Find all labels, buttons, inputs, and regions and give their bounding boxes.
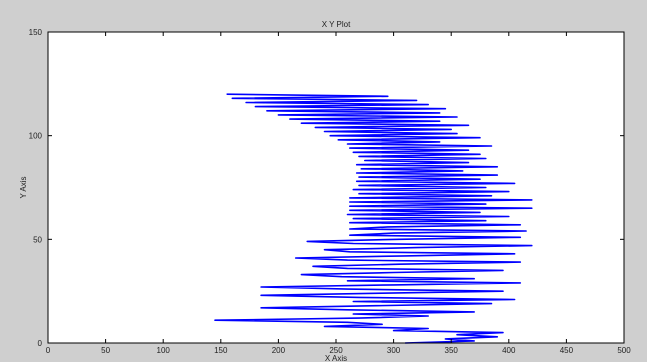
data-layer [214,93,533,344]
y-tick-label: 0 [38,339,43,348]
y-axis-label: Y Axis [19,176,28,198]
y-tick-label: 50 [33,235,42,244]
x-tick-label: 350 [445,346,459,355]
series-line-0 [214,93,533,344]
x-tick-label: 300 [387,346,401,355]
x-axis-ticks: 0 50 100 150 200 250 300 350 400 450 500 [46,32,631,355]
x-tick-label: 450 [560,346,574,355]
y-axis-ticks: 0 50 100 150 [29,28,624,348]
chart-title: X Y Plot [322,20,351,29]
x-tick-label: 500 [617,346,631,355]
x-tick-label: 100 [157,346,171,355]
x-tick-label: 150 [214,346,228,355]
x-tick-label: 0 [46,346,51,355]
x-tick-label: 50 [101,346,110,355]
plot-area [48,32,624,343]
x-tick-label: 400 [502,346,516,355]
y-tick-label: 100 [29,132,43,141]
x-tick-label: 200 [272,346,286,355]
x-axis-label: X Axis [325,354,347,362]
x-tick-label: 250 [329,346,343,355]
y-tick-label: 150 [29,28,43,37]
